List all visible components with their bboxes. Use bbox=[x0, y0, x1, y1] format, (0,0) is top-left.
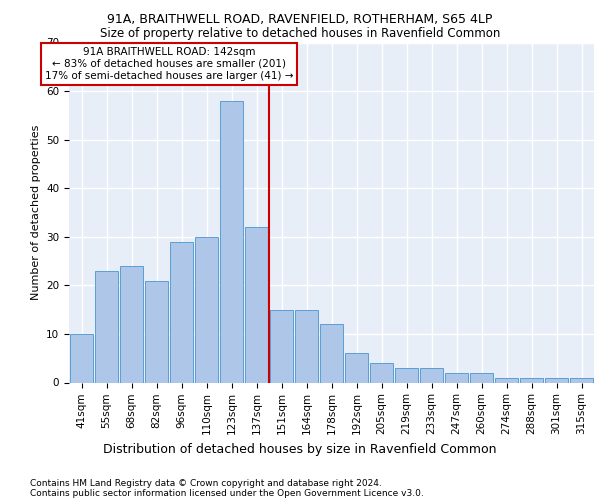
Bar bbox=[395, 368, 418, 382]
Bar bbox=[295, 310, 318, 382]
Bar bbox=[445, 373, 468, 382]
Bar bbox=[245, 227, 268, 382]
Bar bbox=[270, 310, 293, 382]
Bar bbox=[545, 378, 568, 382]
Y-axis label: Number of detached properties: Number of detached properties bbox=[31, 125, 41, 300]
Bar bbox=[145, 280, 168, 382]
Text: Contains HM Land Registry data © Crown copyright and database right 2024.: Contains HM Land Registry data © Crown c… bbox=[30, 478, 382, 488]
Bar bbox=[420, 368, 443, 382]
Bar bbox=[320, 324, 343, 382]
Text: Size of property relative to detached houses in Ravenfield Common: Size of property relative to detached ho… bbox=[100, 28, 500, 40]
Bar bbox=[70, 334, 93, 382]
Text: Contains public sector information licensed under the Open Government Licence v3: Contains public sector information licen… bbox=[30, 488, 424, 498]
Bar bbox=[95, 271, 118, 382]
Bar bbox=[120, 266, 143, 382]
Bar bbox=[495, 378, 518, 382]
Bar bbox=[345, 354, 368, 382]
Text: 91A BRAITHWELL ROAD: 142sqm
← 83% of detached houses are smaller (201)
17% of se: 91A BRAITHWELL ROAD: 142sqm ← 83% of det… bbox=[45, 48, 293, 80]
Bar bbox=[220, 101, 243, 382]
Text: Distribution of detached houses by size in Ravenfield Common: Distribution of detached houses by size … bbox=[103, 442, 497, 456]
Bar bbox=[470, 373, 493, 382]
Bar bbox=[170, 242, 193, 382]
Bar bbox=[570, 378, 593, 382]
Text: 91A, BRAITHWELL ROAD, RAVENFIELD, ROTHERHAM, S65 4LP: 91A, BRAITHWELL ROAD, RAVENFIELD, ROTHER… bbox=[107, 12, 493, 26]
Bar bbox=[520, 378, 543, 382]
Bar bbox=[195, 237, 218, 382]
Bar bbox=[370, 363, 393, 382]
